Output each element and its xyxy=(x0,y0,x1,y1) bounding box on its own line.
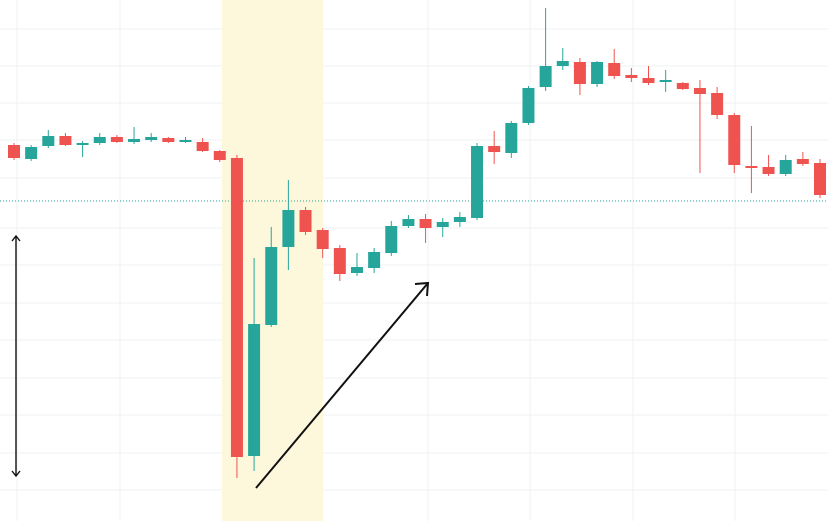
candles xyxy=(8,8,826,478)
candle-body xyxy=(42,136,55,146)
candle-body xyxy=(402,219,415,226)
candle-body xyxy=(145,137,158,140)
candle-body xyxy=(539,66,552,87)
candle-body xyxy=(93,137,106,143)
candle-body xyxy=(471,146,484,218)
candle-body xyxy=(814,163,826,195)
candle-body xyxy=(436,222,449,227)
measure-arrow xyxy=(11,234,21,478)
candle-body xyxy=(385,226,398,253)
candle-body xyxy=(573,62,586,84)
candle-body xyxy=(196,142,209,151)
candle-body xyxy=(282,210,295,247)
candle-body xyxy=(419,219,432,228)
candle-body xyxy=(796,159,809,164)
candle-body xyxy=(453,217,466,222)
candle-body xyxy=(505,123,518,153)
candle-body xyxy=(248,324,261,456)
candle-body xyxy=(8,145,20,158)
candle-body xyxy=(368,252,381,268)
candle-body xyxy=(608,63,621,76)
candle-body xyxy=(779,160,792,174)
candle-body xyxy=(676,83,689,89)
candle-body xyxy=(642,78,655,83)
candle-body xyxy=(316,230,329,249)
candle-body xyxy=(76,143,89,145)
candle-body xyxy=(728,115,741,165)
candle-body xyxy=(299,210,312,232)
candle-body xyxy=(659,80,672,82)
candle-body xyxy=(179,140,192,142)
candle-body xyxy=(333,248,346,274)
candle-body xyxy=(591,62,604,84)
candle-body xyxy=(693,88,706,94)
trend-arrow xyxy=(255,281,430,489)
candle-body xyxy=(265,247,278,325)
candle-body xyxy=(213,151,226,160)
candle-body xyxy=(625,75,638,78)
candle-body xyxy=(162,138,175,142)
candle-body xyxy=(128,139,141,142)
candle-body xyxy=(745,166,758,168)
candle-body xyxy=(25,147,38,159)
candle-body xyxy=(59,136,72,145)
candle-body xyxy=(230,158,243,457)
candle-body xyxy=(762,167,775,174)
candle-body xyxy=(556,61,569,66)
candle-body xyxy=(711,93,724,115)
candle-body xyxy=(522,88,535,123)
candle-body xyxy=(488,146,501,152)
candle-body xyxy=(110,137,123,142)
candle-body xyxy=(350,267,363,273)
